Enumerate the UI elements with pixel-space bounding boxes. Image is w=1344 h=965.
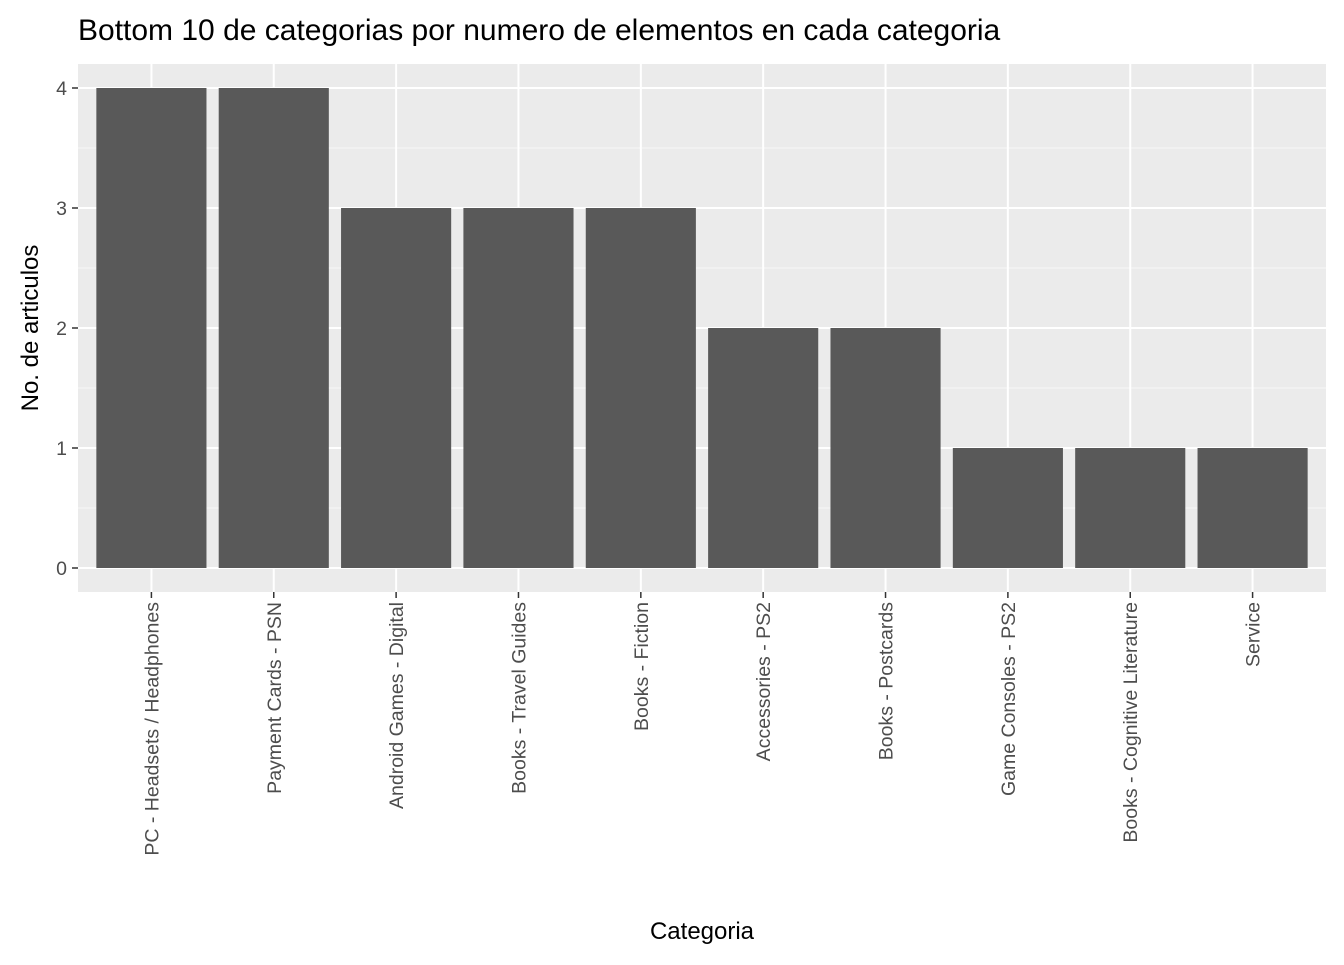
bar xyxy=(830,328,941,568)
bar xyxy=(463,208,574,568)
y-axis: 0 1 2 3 4 xyxy=(56,78,78,580)
bar xyxy=(96,88,207,568)
bar xyxy=(1075,448,1186,568)
x-tick-label: Books - Postcards xyxy=(876,602,898,760)
x-tick-label: Game Consoles - PS2 xyxy=(998,602,1020,796)
x-tick-label: Books - Travel Guides xyxy=(508,602,530,794)
bar xyxy=(218,88,329,568)
y-tick-label: 1 xyxy=(56,438,67,460)
bar xyxy=(952,448,1063,568)
y-tick-label: 3 xyxy=(56,198,67,220)
bar xyxy=(341,208,452,568)
y-axis-title: No. de articulos xyxy=(17,245,44,412)
x-tick-label: Payment Cards - PSN xyxy=(264,602,286,794)
x-tick-label: Service xyxy=(1243,602,1265,667)
y-tick-label: 0 xyxy=(56,558,67,580)
y-tick-label: 2 xyxy=(56,318,67,340)
x-tick-label: Books - Cognitive Literature xyxy=(1120,602,1142,843)
bar xyxy=(708,328,819,568)
x-axis: PC - Headsets / Headphones Payment Cards … xyxy=(141,592,1265,856)
bars xyxy=(96,88,1308,568)
x-tick-label: Android Games - Digital xyxy=(386,602,408,809)
chart-title: Bottom 10 de categorias por numero de el… xyxy=(78,14,1001,47)
bar xyxy=(1197,448,1308,568)
x-tick-label: Accessories - PS2 xyxy=(753,602,775,761)
x-tick-label: PC - Headsets / Headphones xyxy=(141,602,163,856)
x-tick-label: Books - Fiction xyxy=(631,602,653,731)
y-tick-label: 4 xyxy=(56,78,67,100)
x-axis-title: Categoria xyxy=(650,918,755,945)
bar xyxy=(585,208,696,568)
